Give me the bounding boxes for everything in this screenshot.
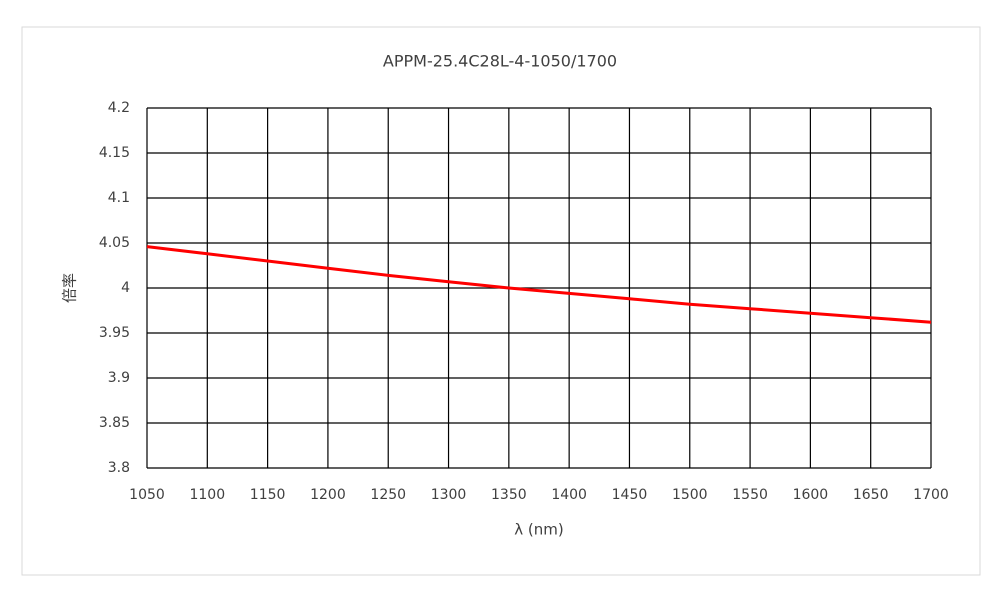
data-line xyxy=(146,245,932,324)
x-tick-label: 1500 xyxy=(672,487,708,503)
chart-border xyxy=(21,26,981,576)
y-tick-label: 4.05 xyxy=(99,235,130,251)
y-tick-label: 4 xyxy=(121,280,130,296)
x-axis-label: λ (nm) xyxy=(514,521,563,539)
y-tick-label: 3.85 xyxy=(99,415,130,431)
x-tick-label: 1050 xyxy=(129,487,165,503)
y-tick-label: 4.2 xyxy=(108,100,130,116)
chart-title: APPM-25.4C28L-4-1050/1700 xyxy=(383,52,617,71)
y-axis-label: 倍率 xyxy=(61,273,79,303)
y-tick-label: 4.15 xyxy=(99,145,130,161)
y-tick-label: 3.8 xyxy=(108,460,130,476)
y-tick-label: 3.9 xyxy=(108,370,130,386)
x-tick-label: 1100 xyxy=(189,487,225,503)
x-tick-label: 1650 xyxy=(853,487,889,503)
x-tick-label: 1600 xyxy=(793,487,829,503)
x-tick-label: 1350 xyxy=(491,487,527,503)
x-tick-label: 1300 xyxy=(431,487,467,503)
x-tick-label: 1400 xyxy=(551,487,587,503)
y-tick-label: 3.95 xyxy=(99,325,130,341)
x-tick-label: 1550 xyxy=(732,487,768,503)
x-tick-label: 1450 xyxy=(612,487,648,503)
x-tick-label: 1700 xyxy=(913,487,949,503)
y-tick-label: 4.1 xyxy=(108,190,130,206)
x-tick-label: 1150 xyxy=(250,487,286,503)
x-tick-label: 1200 xyxy=(310,487,346,503)
x-tick-label: 1250 xyxy=(370,487,406,503)
